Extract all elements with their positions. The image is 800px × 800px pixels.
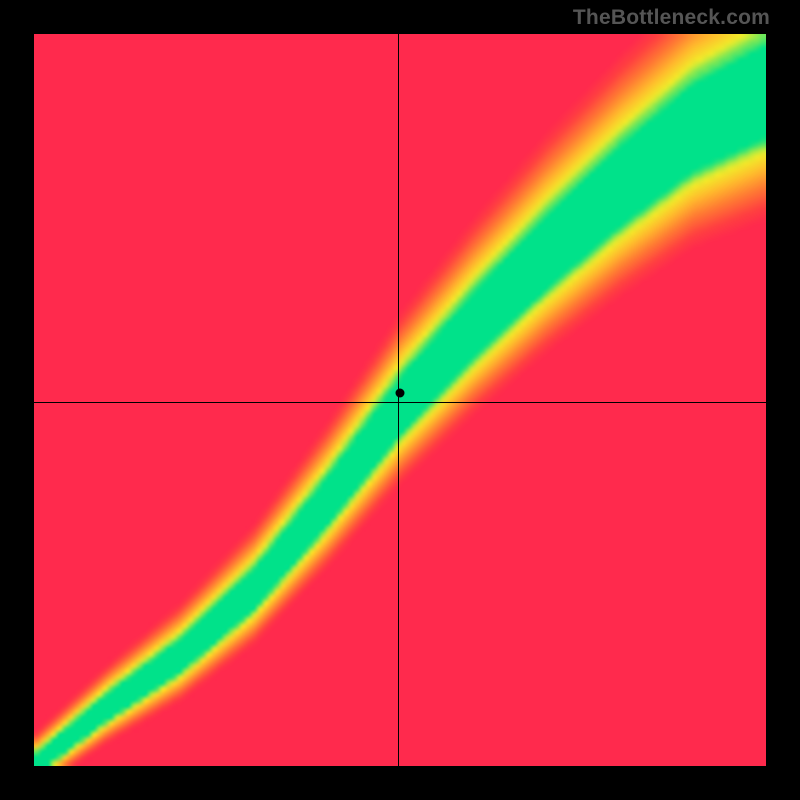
heatmap-canvas bbox=[34, 34, 766, 766]
watermark-text: TheBottleneck.com bbox=[573, 6, 770, 30]
crosshair-horizontal bbox=[34, 402, 766, 403]
crosshair-vertical bbox=[398, 34, 399, 766]
selection-marker bbox=[396, 388, 405, 397]
bottleneck-heatmap bbox=[34, 34, 766, 766]
